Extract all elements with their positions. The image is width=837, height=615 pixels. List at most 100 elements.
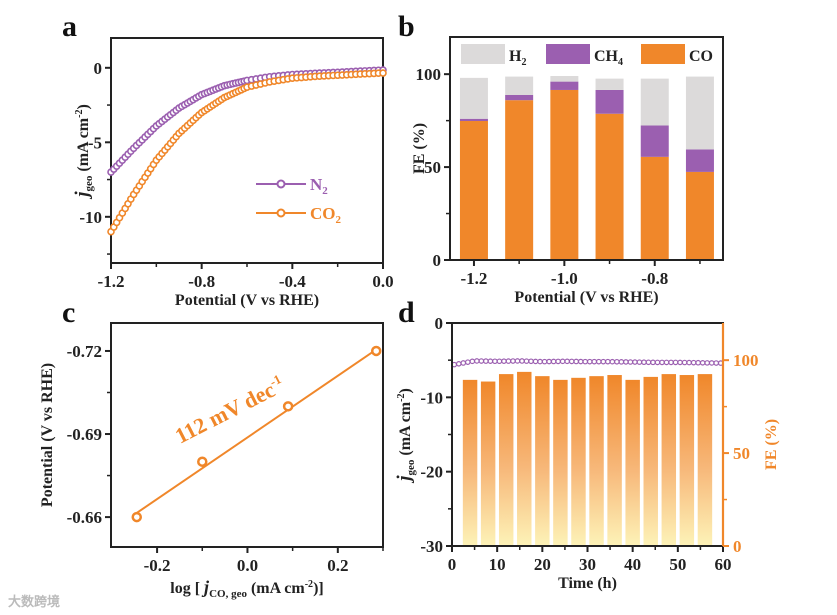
fe-bar: [643, 376, 658, 546]
y-tick-label: -20: [420, 463, 443, 482]
x-tick-label: 0.0: [372, 272, 393, 291]
legend-label-text: CO: [689, 48, 713, 65]
fe-bar: [661, 374, 677, 546]
y-tick-label: 0: [435, 314, 444, 333]
x-tick-label: -0.2: [144, 556, 171, 575]
y-axis-title-part: ): [75, 104, 92, 109]
current-point: [537, 358, 543, 365]
fe-bar: [480, 381, 496, 546]
bar-CH4: [595, 89, 624, 114]
current-point: [460, 360, 467, 366]
x-axis-title-part: log [: [170, 580, 204, 597]
fe-bar: [571, 377, 586, 546]
x-axis-title: Time (h): [558, 575, 617, 592]
bar-CO: [505, 100, 534, 260]
legend-swatch-CH4: [546, 44, 590, 64]
fe-bar: [679, 375, 695, 546]
y-tick-label: -0.66: [67, 508, 102, 527]
x-tick-label: -1.2: [460, 269, 487, 288]
current-point: [510, 358, 516, 364]
fit-line: [136, 348, 377, 514]
current-point: [505, 358, 512, 364]
y-tick-label: -0.72: [67, 342, 102, 361]
data-point: [197, 456, 208, 467]
current-point: [514, 358, 521, 364]
legend-label-CO: CO: [689, 48, 713, 65]
x-axis-title: Potential (V vs RHE): [514, 289, 658, 306]
current-point: [659, 359, 665, 366]
x-axis-title: Potential (V vs RHE): [175, 292, 319, 309]
x-tick-label: 30: [579, 555, 596, 574]
legend-label-sub: 2: [336, 214, 342, 226]
slope-annotation: 112 mV dec-1: [170, 371, 288, 448]
bar-H2: [550, 76, 579, 82]
right-y-axis-title-part: FE (%): [763, 419, 780, 470]
x-tick-label: -0.8: [188, 272, 215, 291]
fe-bar: [625, 379, 640, 546]
current-point: [474, 358, 480, 364]
y-axis-title: jgeo (mA cm-2): [72, 104, 95, 200]
x-axis-title-part: )]: [313, 580, 324, 597]
current-point: [690, 359, 697, 366]
bar-CO: [685, 171, 714, 260]
y-axis-title-part: Potential (V vs RHE): [39, 363, 56, 507]
current-point: [465, 359, 471, 365]
current-point: [483, 358, 489, 364]
current-point: [704, 360, 710, 366]
series-line-CO2: [110, 72, 384, 233]
fe-bar: [697, 374, 713, 546]
left-y-axis-title-part: geo: [405, 459, 417, 475]
current-point: [614, 358, 620, 365]
current-point: [627, 359, 634, 365]
x-tick-label: 20: [534, 555, 551, 574]
left-y-axis-title-part: -2: [396, 394, 407, 402]
watermark: 大数跨境: [8, 594, 60, 610]
bar-CH4: [505, 94, 534, 101]
legend-marker-CO2: [276, 208, 286, 218]
current-point: [528, 358, 534, 365]
y-tick-label: 0: [94, 59, 103, 78]
bar-CO: [459, 120, 488, 260]
current-point: [478, 358, 485, 364]
x-tick-label: -1.2: [98, 272, 125, 291]
fe-bar: [553, 379, 568, 546]
current-point: [618, 359, 625, 365]
current-point: [699, 360, 706, 366]
data-point-CO2: [379, 69, 387, 77]
x-axis-title-part: j: [201, 577, 210, 597]
fe-bar: [462, 379, 478, 546]
left-y-axis-title-part: ): [397, 388, 414, 393]
slope-annotation-text: 112 mV dec: [171, 377, 279, 449]
current-point: [632, 359, 638, 365]
right-y-axis-title: FE (%): [763, 419, 780, 470]
legend-label-sub: 4: [618, 57, 623, 68]
y-axis-title-part: geo: [83, 175, 95, 191]
bar-CH4: [459, 118, 488, 121]
bar-CH4: [550, 81, 579, 90]
y-axis-title-part: -2: [74, 110, 85, 118]
y-tick-label: -5: [88, 133, 102, 152]
current-point: [681, 359, 688, 366]
left-y-axis-title-part: (mA cm: [397, 401, 414, 459]
right-y-tick-label: 100: [733, 351, 759, 370]
current-point: [591, 358, 598, 365]
current-point: [577, 358, 584, 365]
data-point: [282, 401, 294, 412]
fe-bar: [535, 376, 550, 546]
y-tick-label: -30: [420, 537, 443, 556]
bar-CO: [550, 89, 579, 261]
x-axis-title: log [ jCO, geo (mA cm-2)]: [170, 577, 323, 600]
current-point: [568, 358, 575, 365]
current-point: [559, 358, 566, 365]
current-point: [609, 358, 616, 365]
y-tick-label: -10: [420, 388, 443, 407]
legend-label-sub: 2: [322, 185, 328, 197]
current-point: [672, 359, 679, 366]
current-point: [496, 358, 503, 365]
plot-frame: [110, 322, 384, 548]
panel-label-d: d: [398, 296, 415, 329]
current-point: [623, 359, 629, 365]
bar-CH4: [640, 125, 669, 157]
x-tick-label: 40: [624, 555, 641, 574]
